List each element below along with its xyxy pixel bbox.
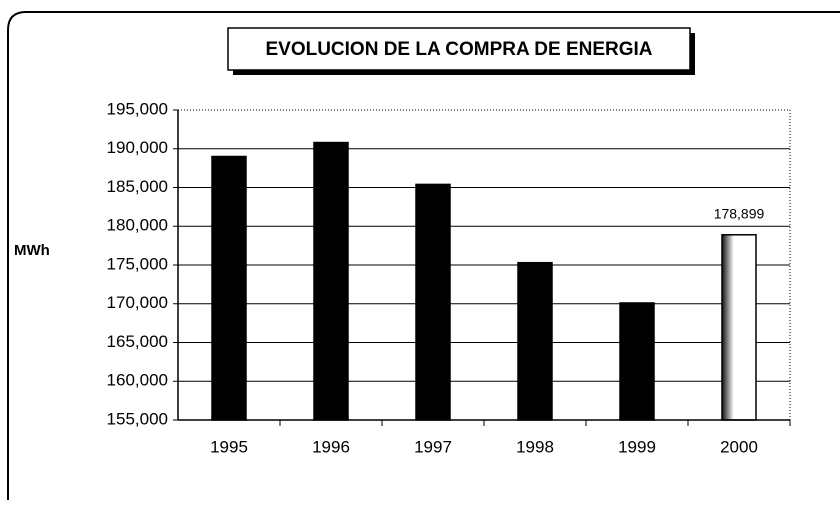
x-tick-label: 1998: [516, 437, 554, 456]
bar: [619, 302, 655, 421]
x-tick-label: 2000: [720, 437, 758, 456]
chart-title: EVOLUCION DE LA COMPRA DE ENERGIA: [265, 39, 652, 60]
bar: [721, 234, 757, 421]
y-tick-label: 180,000: [107, 216, 168, 235]
y-tick-label: 195,000: [107, 99, 168, 118]
y-tick-label: 185,000: [107, 177, 168, 196]
y-axis-label: MWh: [14, 242, 50, 259]
bar: [313, 141, 349, 421]
bar: [517, 261, 553, 421]
x-tick-label: 1996: [312, 437, 350, 456]
x-tick-label: 1995: [210, 437, 248, 456]
y-tick-label: 190,000: [107, 138, 168, 157]
data-label: 178,899: [714, 205, 765, 221]
title-box: [227, 27, 691, 71]
bar: [211, 155, 247, 421]
x-tick-label: 1997: [414, 437, 452, 456]
y-tick-label: 155,000: [107, 409, 168, 428]
y-tick-label: 175,000: [107, 254, 168, 273]
bar: [415, 183, 451, 421]
y-tick-label: 160,000: [107, 371, 168, 390]
y-tick-label: 165,000: [107, 332, 168, 351]
frame: [7, 11, 840, 500]
x-tick-label: 1999: [618, 437, 656, 456]
y-tick-label: 170,000: [107, 293, 168, 312]
